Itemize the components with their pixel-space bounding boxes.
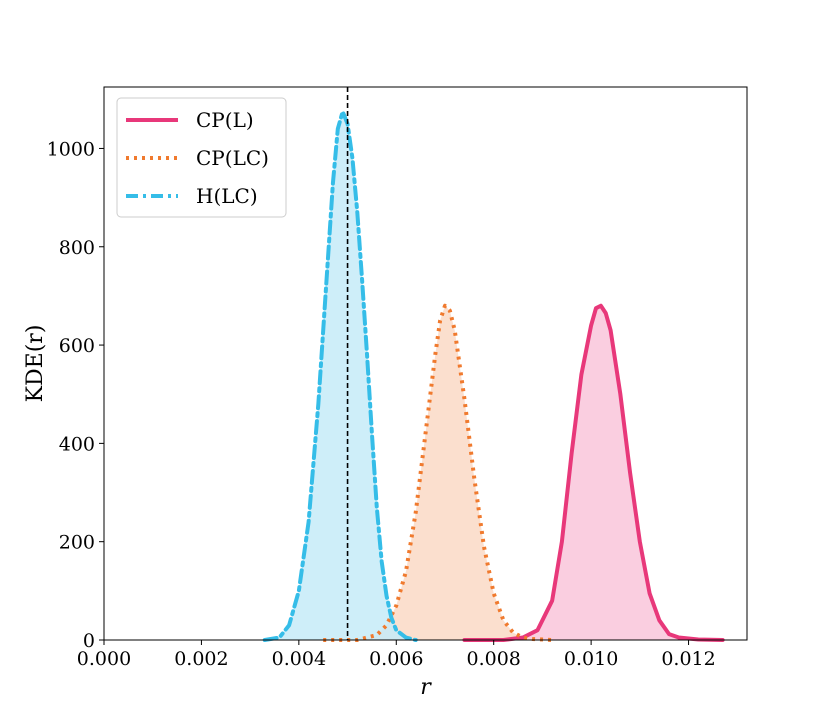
series-line-2 bbox=[262, 109, 418, 642]
x-tick-label: 0.004 bbox=[272, 648, 326, 670]
y-axis-label: KDE(r) bbox=[23, 325, 48, 403]
series-fill-2 bbox=[264, 111, 416, 641]
x-tick-label: 0.002 bbox=[174, 648, 228, 670]
plot-frame bbox=[103, 86, 748, 641]
y-tick-label: 400 bbox=[59, 433, 95, 455]
x-tick-label: 0.006 bbox=[369, 648, 423, 670]
x-tick-label: 0.012 bbox=[661, 648, 715, 670]
y-tick-label: 0 bbox=[83, 630, 95, 652]
legend-label: CP(L) bbox=[196, 108, 254, 132]
legend: CP(L) CP(LC) H(LC) bbox=[116, 97, 287, 218]
x-tick-label: 0.010 bbox=[564, 648, 618, 670]
y-tick-label: 200 bbox=[59, 532, 95, 554]
y-tick-label: 1000 bbox=[47, 138, 95, 160]
x-tick-label: 0.000 bbox=[77, 648, 131, 670]
legend-box bbox=[116, 97, 287, 218]
series-fill-0 bbox=[464, 305, 723, 640]
y-tick-label: 800 bbox=[59, 237, 95, 259]
y-tick-label: 600 bbox=[59, 335, 95, 357]
x-tick-label: 0.008 bbox=[466, 648, 520, 670]
x-axis-label: r bbox=[420, 675, 432, 700]
legend-label: CP(LC) bbox=[196, 146, 269, 170]
legend-label: H(LC) bbox=[196, 184, 258, 208]
series-fill-1 bbox=[323, 305, 553, 640]
series-line-0 bbox=[462, 303, 725, 642]
